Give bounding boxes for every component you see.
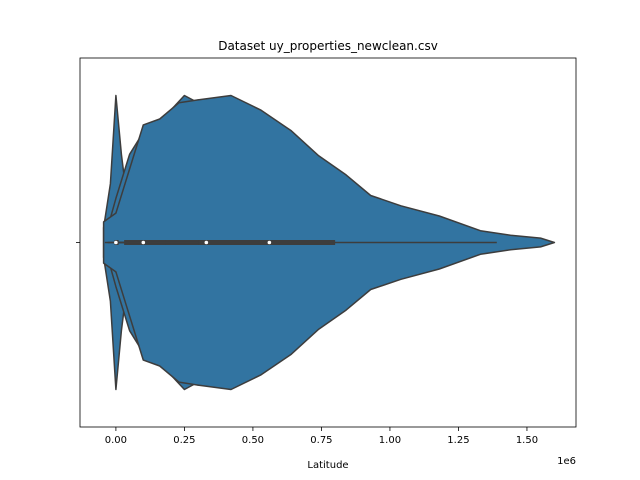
x-tick-label: 0.75 xyxy=(310,435,332,446)
x-tick-label: 1.25 xyxy=(447,435,469,446)
chart-title: Dataset uy_properties_newclean.csv xyxy=(218,39,438,53)
median xyxy=(114,240,118,245)
x-axis-label: Latitude xyxy=(307,460,348,471)
offset-label: 1e6 xyxy=(557,456,576,467)
x-tick-label: 1.50 xyxy=(516,435,538,446)
x-tick-label: 1.00 xyxy=(379,435,401,446)
plot-area xyxy=(102,94,556,391)
x-tick-label: 0.00 xyxy=(105,435,127,446)
median xyxy=(267,240,272,245)
x-tick-label: 0.50 xyxy=(242,435,264,446)
x-tick-label: 0.25 xyxy=(173,435,195,446)
median xyxy=(141,240,146,245)
median xyxy=(204,240,209,245)
